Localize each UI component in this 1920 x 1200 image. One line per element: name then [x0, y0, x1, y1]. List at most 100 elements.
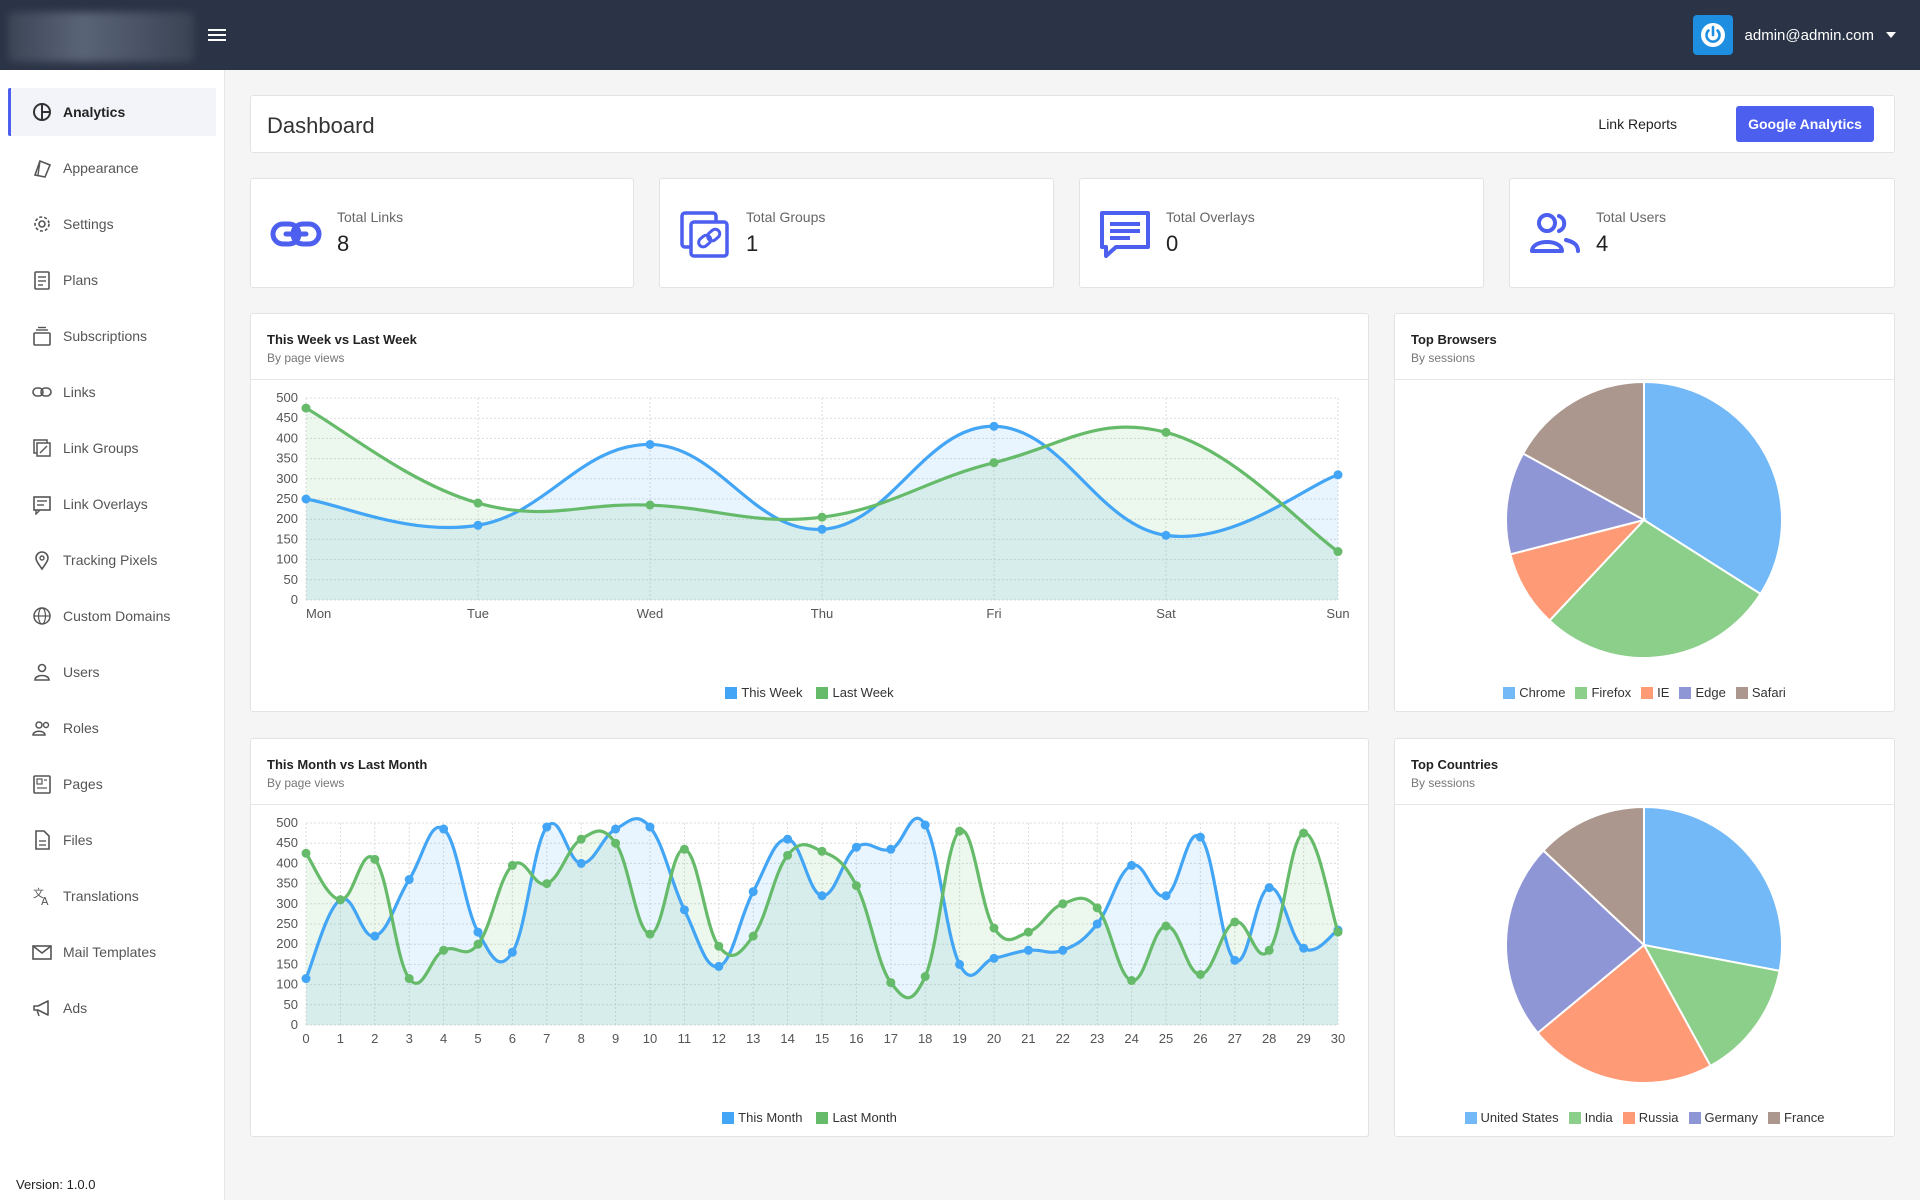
legend-item[interactable]: France — [1768, 1110, 1824, 1125]
data-point[interactable] — [1161, 921, 1171, 931]
data-point[interactable] — [301, 403, 311, 413]
data-point[interactable] — [404, 974, 414, 984]
data-point[interactable] — [576, 858, 586, 868]
legend-item[interactable]: Chrome — [1503, 685, 1565, 700]
data-point[interactable] — [439, 824, 449, 834]
pie-slice[interactable] — [1643, 805, 1783, 973]
sidebar-item-files[interactable]: Files — [8, 816, 216, 864]
data-point[interactable] — [1333, 547, 1343, 557]
app-logo[interactable] — [8, 12, 194, 62]
data-point[interactable] — [1058, 899, 1068, 909]
data-point[interactable] — [679, 844, 689, 854]
data-point[interactable] — [989, 458, 999, 468]
data-point[interactable] — [920, 820, 930, 830]
legend-item[interactable]: Last Month — [816, 1110, 897, 1125]
legend-item[interactable]: India — [1568, 1110, 1613, 1125]
data-point[interactable] — [507, 860, 517, 870]
data-point[interactable] — [955, 959, 965, 969]
data-point[interactable] — [989, 953, 999, 963]
pie-slice[interactable] — [1505, 849, 1646, 1035]
data-point[interactable] — [473, 498, 483, 508]
data-point[interactable] — [439, 945, 449, 955]
data-point[interactable] — [1230, 917, 1240, 927]
data-point[interactable] — [714, 961, 724, 971]
legend-item[interactable]: Edge — [1679, 685, 1726, 700]
data-point[interactable] — [1264, 945, 1274, 955]
data-point[interactable] — [645, 822, 655, 832]
sidebar-item-link-overlays[interactable]: Link Overlays — [8, 480, 216, 528]
menu-toggle-button[interactable] — [204, 26, 230, 46]
data-point[interactable] — [1058, 945, 1068, 955]
data-point[interactable] — [1299, 828, 1309, 838]
data-point[interactable] — [473, 939, 483, 949]
link-reports-button[interactable]: Link Reports — [1598, 116, 1677, 132]
week-line-chart[interactable]: 0 50 100 150 200 250 300 350 400 450 500 Mon Tue Wed T… — [251, 380, 1368, 630]
sidebar-item-users[interactable]: Users — [8, 648, 216, 696]
legend-item[interactable]: Firefox — [1575, 685, 1631, 700]
data-point[interactable] — [1127, 860, 1137, 870]
data-point[interactable] — [955, 826, 965, 836]
sidebar-item-analytics[interactable]: Analytics — [8, 88, 216, 136]
data-point[interactable] — [1333, 470, 1343, 480]
data-point[interactable] — [920, 972, 930, 982]
data-point[interactable] — [611, 824, 621, 834]
legend-item[interactable]: Germany — [1688, 1110, 1758, 1125]
data-point[interactable] — [301, 848, 311, 858]
data-point[interactable] — [783, 850, 793, 860]
data-point[interactable] — [748, 931, 758, 941]
data-point[interactable] — [679, 905, 689, 915]
sidebar-item-translations[interactable]: 文 A Translations — [8, 872, 216, 920]
data-point[interactable] — [851, 881, 861, 891]
data-point[interactable] — [783, 834, 793, 844]
data-point[interactable] — [817, 891, 827, 901]
data-point[interactable] — [473, 927, 483, 937]
data-point[interactable] — [507, 947, 517, 957]
sidebar-item-settings[interactable]: Settings — [8, 200, 216, 248]
data-point[interactable] — [1023, 945, 1033, 955]
sidebar-item-links[interactable]: Links — [8, 368, 216, 416]
legend-item[interactable]: IE — [1641, 685, 1669, 700]
data-point[interactable] — [989, 421, 999, 431]
pie-slice[interactable] — [1536, 943, 1712, 1084]
legend-item[interactable]: United States — [1464, 1110, 1559, 1125]
sidebar-item-ads[interactable]: Ads — [8, 984, 216, 1032]
legend-item[interactable]: This Week — [725, 685, 802, 700]
data-point[interactable] — [1092, 903, 1102, 913]
data-point[interactable] — [645, 439, 655, 449]
pie-slice[interactable] — [1521, 380, 1645, 522]
data-point[interactable] — [473, 520, 483, 530]
data-point[interactable] — [335, 895, 345, 905]
data-point[interactable] — [1023, 927, 1033, 937]
data-point[interactable] — [1161, 891, 1171, 901]
sidebar-item-roles[interactable]: Roles — [8, 704, 216, 752]
sidebar-item-subscriptions[interactable]: Subscriptions — [8, 312, 216, 360]
data-point[interactable] — [851, 842, 861, 852]
data-point[interactable] — [714, 941, 724, 951]
sidebar-item-custom-domains[interactable]: Custom Domains — [8, 592, 216, 640]
data-point[interactable] — [748, 887, 758, 897]
legend-item[interactable]: This Month — [722, 1110, 802, 1125]
sidebar-item-tracking-pixels[interactable]: Tracking Pixels — [8, 536, 216, 584]
data-point[interactable] — [611, 838, 621, 848]
data-point[interactable] — [301, 974, 311, 984]
data-point[interactable] — [370, 854, 380, 864]
pie-slice[interactable] — [1505, 452, 1647, 556]
data-point[interactable] — [1161, 530, 1171, 540]
legend-item[interactable]: Last Week — [816, 685, 894, 700]
data-point[interactable] — [404, 875, 414, 885]
data-point[interactable] — [645, 929, 655, 939]
data-point[interactable] — [576, 834, 586, 844]
data-point[interactable] — [1230, 955, 1240, 965]
data-point[interactable] — [817, 846, 827, 856]
data-point[interactable] — [817, 524, 827, 534]
pie-slice[interactable] — [1548, 518, 1762, 659]
data-point[interactable] — [886, 978, 896, 988]
pie-slice[interactable] — [1541, 805, 1645, 948]
google-analytics-button[interactable]: Google Analytics — [1736, 106, 1874, 142]
user-menu[interactable]: admin@admin.com — [1692, 14, 1896, 56]
sidebar-item-appearance[interactable]: Appearance — [8, 144, 216, 192]
data-point[interactable] — [301, 494, 311, 504]
data-point[interactable] — [817, 512, 827, 522]
data-point[interactable] — [886, 844, 896, 854]
